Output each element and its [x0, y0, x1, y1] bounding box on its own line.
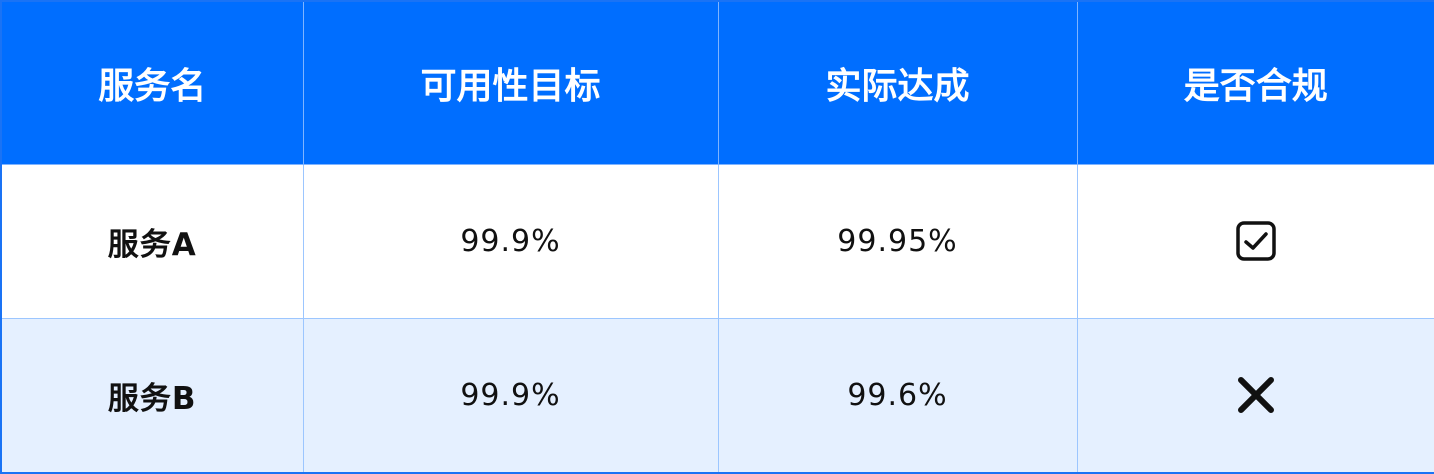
checkbox-checked-icon — [1236, 221, 1276, 261]
target-value: 99.9% — [302, 163, 719, 319]
compliance-cell — [1076, 317, 1434, 474]
header-compliant: 是否合规 — [1076, 1, 1434, 165]
actual-value: 99.6% — [717, 317, 1078, 474]
header-service-name: 服务名 — [0, 1, 304, 165]
header-actual-achieved: 实际达成 — [717, 1, 1078, 165]
table-row: 服务B 99.9% 99.6% — [0, 317, 1434, 474]
actual-value: 99.95% — [717, 163, 1078, 319]
service-name: 服务A — [0, 163, 304, 319]
header-availability-target: 可用性目标 — [302, 1, 719, 165]
table-row: 服务A 99.9% 99.95% — [0, 163, 1434, 319]
x-mark-icon — [1237, 377, 1274, 414]
compliance-cell — [1076, 163, 1434, 319]
header-row: 服务名 可用性目标 实际达成 是否合规 — [0, 1, 1434, 165]
target-value: 99.9% — [302, 317, 719, 474]
service-name: 服务B — [0, 317, 304, 474]
